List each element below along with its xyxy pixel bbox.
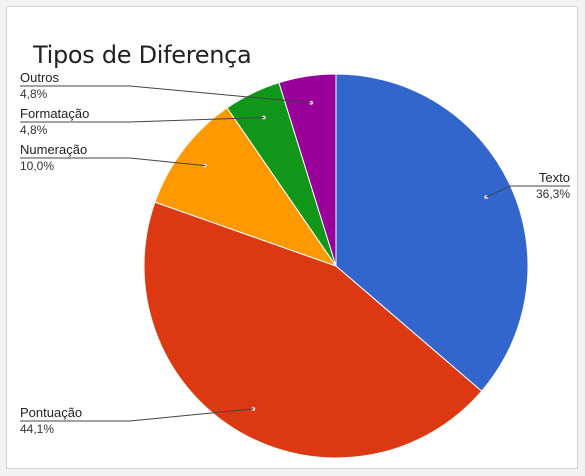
leader-line-outros bbox=[20, 85, 312, 104]
pie-slice-pontuacao[interactable] bbox=[143, 201, 483, 459]
leader-line-numeracao bbox=[20, 157, 205, 167]
slice-label-outros: Outros bbox=[20, 70, 60, 85]
slice-value-formatacao: 4,8% bbox=[20, 123, 48, 137]
leader-line-pontuacao bbox=[20, 408, 254, 422]
slice-value-numeracao: 10,0% bbox=[20, 159, 54, 173]
pie-slice-numeracao[interactable] bbox=[154, 107, 338, 267]
slice-label-numeracao: Numeração bbox=[20, 142, 87, 157]
slice-value-outros: 4,8% bbox=[20, 87, 48, 101]
slice-value-pontuacao: 44,1% bbox=[20, 422, 54, 436]
slice-value-texto: 36,3% bbox=[536, 187, 570, 201]
slice-label-pontuacao: Pontuação bbox=[20, 405, 82, 420]
slice-label-formatacao: Formatação bbox=[20, 106, 89, 121]
leader-line-formatacao bbox=[20, 117, 264, 123]
leader-line-texto bbox=[485, 185, 570, 198]
pie-slice-outros[interactable] bbox=[278, 73, 337, 267]
slice-label-texto: Texto bbox=[539, 170, 570, 185]
chart-title: Tipos de Diferença bbox=[33, 41, 252, 69]
